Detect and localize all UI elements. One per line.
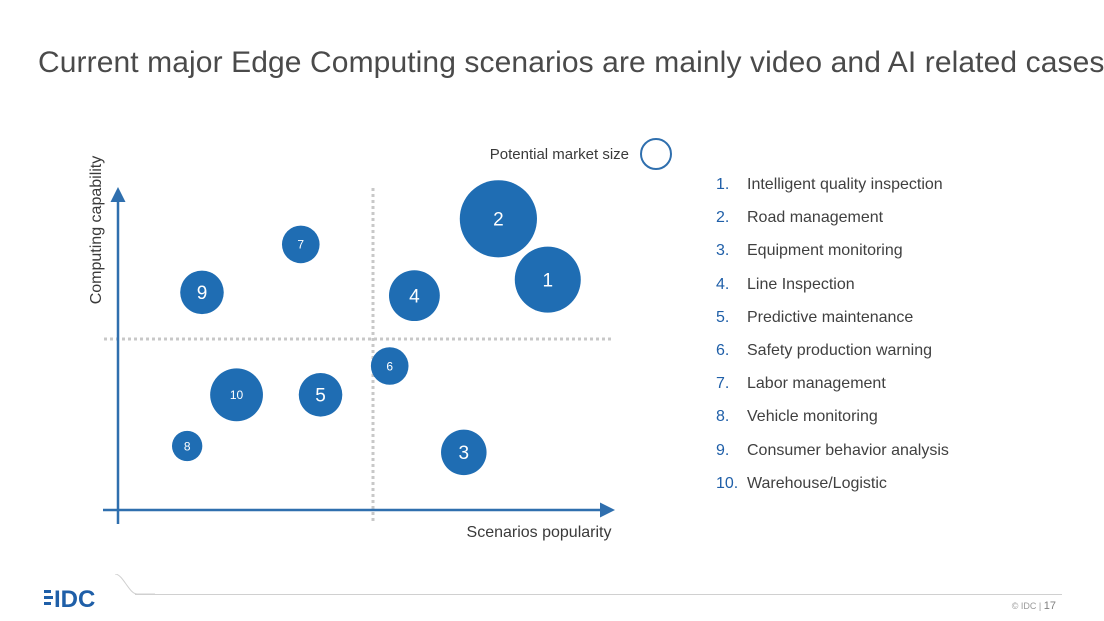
bubble-label-8: 8: [184, 439, 191, 453]
bubble-2: [459, 180, 537, 258]
page-meta: © IDC | 17: [1012, 600, 1056, 612]
legend-item-label: Road management: [747, 209, 884, 227]
legend-item-label: Line Inspection: [747, 275, 855, 293]
legend-item-number: 5.: [716, 308, 730, 326]
legend-item: 4. Line Inspection: [716, 276, 949, 309]
legend-item-number: 8.: [716, 408, 730, 426]
bubbles-group: 1 2 3 4 5 6 7 8 9 10: [171, 180, 581, 476]
bubble-label-9: 9: [197, 283, 208, 304]
bubble-1: [514, 246, 581, 313]
legend-item-number: 1.: [716, 176, 730, 193]
size-legend-circle: [640, 138, 672, 170]
bubble-4: [388, 270, 440, 322]
page-title: Current major Edge Computing scenarios a…: [38, 46, 1104, 79]
legend-item: 5. Predictive maintenance: [716, 309, 949, 342]
legend-item-number: 9.: [716, 441, 730, 459]
bubble-label-10: 10: [230, 388, 244, 402]
bubble-3: [441, 429, 487, 476]
y-axis-label: Computing capability: [88, 156, 105, 305]
legend-item-label: Warehouse/Logistic: [747, 474, 887, 492]
bubble-label-4: 4: [409, 286, 420, 307]
bubble-7: [281, 225, 320, 264]
legend-item-number: 6.: [716, 341, 730, 359]
bubble-label-7: 7: [297, 238, 304, 252]
idc-logo: IDC: [44, 586, 95, 612]
footer-curve: [115, 574, 155, 595]
legend-item: 6. Safety production warning: [716, 342, 949, 375]
legend-item: 7. Labor management: [716, 375, 949, 408]
bubble-label-1: 1: [542, 270, 553, 291]
bubble-9: [180, 270, 224, 315]
size-legend-label: Potential market size: [490, 146, 629, 163]
bubble-8: [171, 430, 203, 462]
footer-divider: [135, 594, 1062, 595]
bubble-label-6: 6: [386, 359, 393, 373]
copyright-text: © IDC |: [1011, 601, 1042, 611]
legend-item-label: Intelligent quality inspection: [747, 176, 943, 193]
legend-item-number: 7.: [716, 375, 730, 393]
bubble-label-2: 2: [493, 210, 504, 231]
legend-item-label: Equipment monitoring: [747, 242, 903, 260]
legend-item: 1. Intelligent quality inspection: [716, 176, 949, 209]
legend-item: 9. Consumer behavior analysis: [716, 442, 949, 475]
legend-item-label: Consumer behavior analysis: [747, 441, 949, 459]
bubble-5: [298, 373, 343, 417]
x-axis-label: Scenarios popularity: [467, 524, 612, 541]
bubble-6: [370, 347, 409, 385]
legend-item-number: 2.: [716, 209, 730, 227]
legend-item: 2. Road management: [716, 209, 949, 242]
legend-item-label: Safety production warning: [747, 341, 932, 359]
legend-item-label: Labor management: [747, 375, 886, 393]
bubble-10: [210, 368, 263, 422]
legend-item: 8. Vehicle monitoring: [716, 408, 949, 441]
legend-item-number: 3.: [716, 242, 730, 260]
legend-item: 10. Warehouse/Logistic: [716, 475, 949, 508]
bubble-label-3: 3: [459, 443, 470, 464]
legend-item-number: 10.: [716, 474, 739, 492]
legend-item-number: 4.: [716, 275, 730, 293]
legend-item-label: Predictive maintenance: [747, 308, 914, 326]
bubble-label-5: 5: [315, 386, 326, 407]
scenario-legend: 1. Intelligent quality inspection 2. Road m…: [716, 176, 949, 508]
logo-text: IDC: [54, 586, 95, 612]
page-number: 17: [1043, 600, 1056, 612]
bubble-chart: Scenarios popularity Computing capabilit…: [88, 138, 672, 541]
legend-item-label: Vehicle monitoring: [747, 408, 878, 426]
legend-item: 3. Equipment monitoring: [716, 242, 949, 275]
